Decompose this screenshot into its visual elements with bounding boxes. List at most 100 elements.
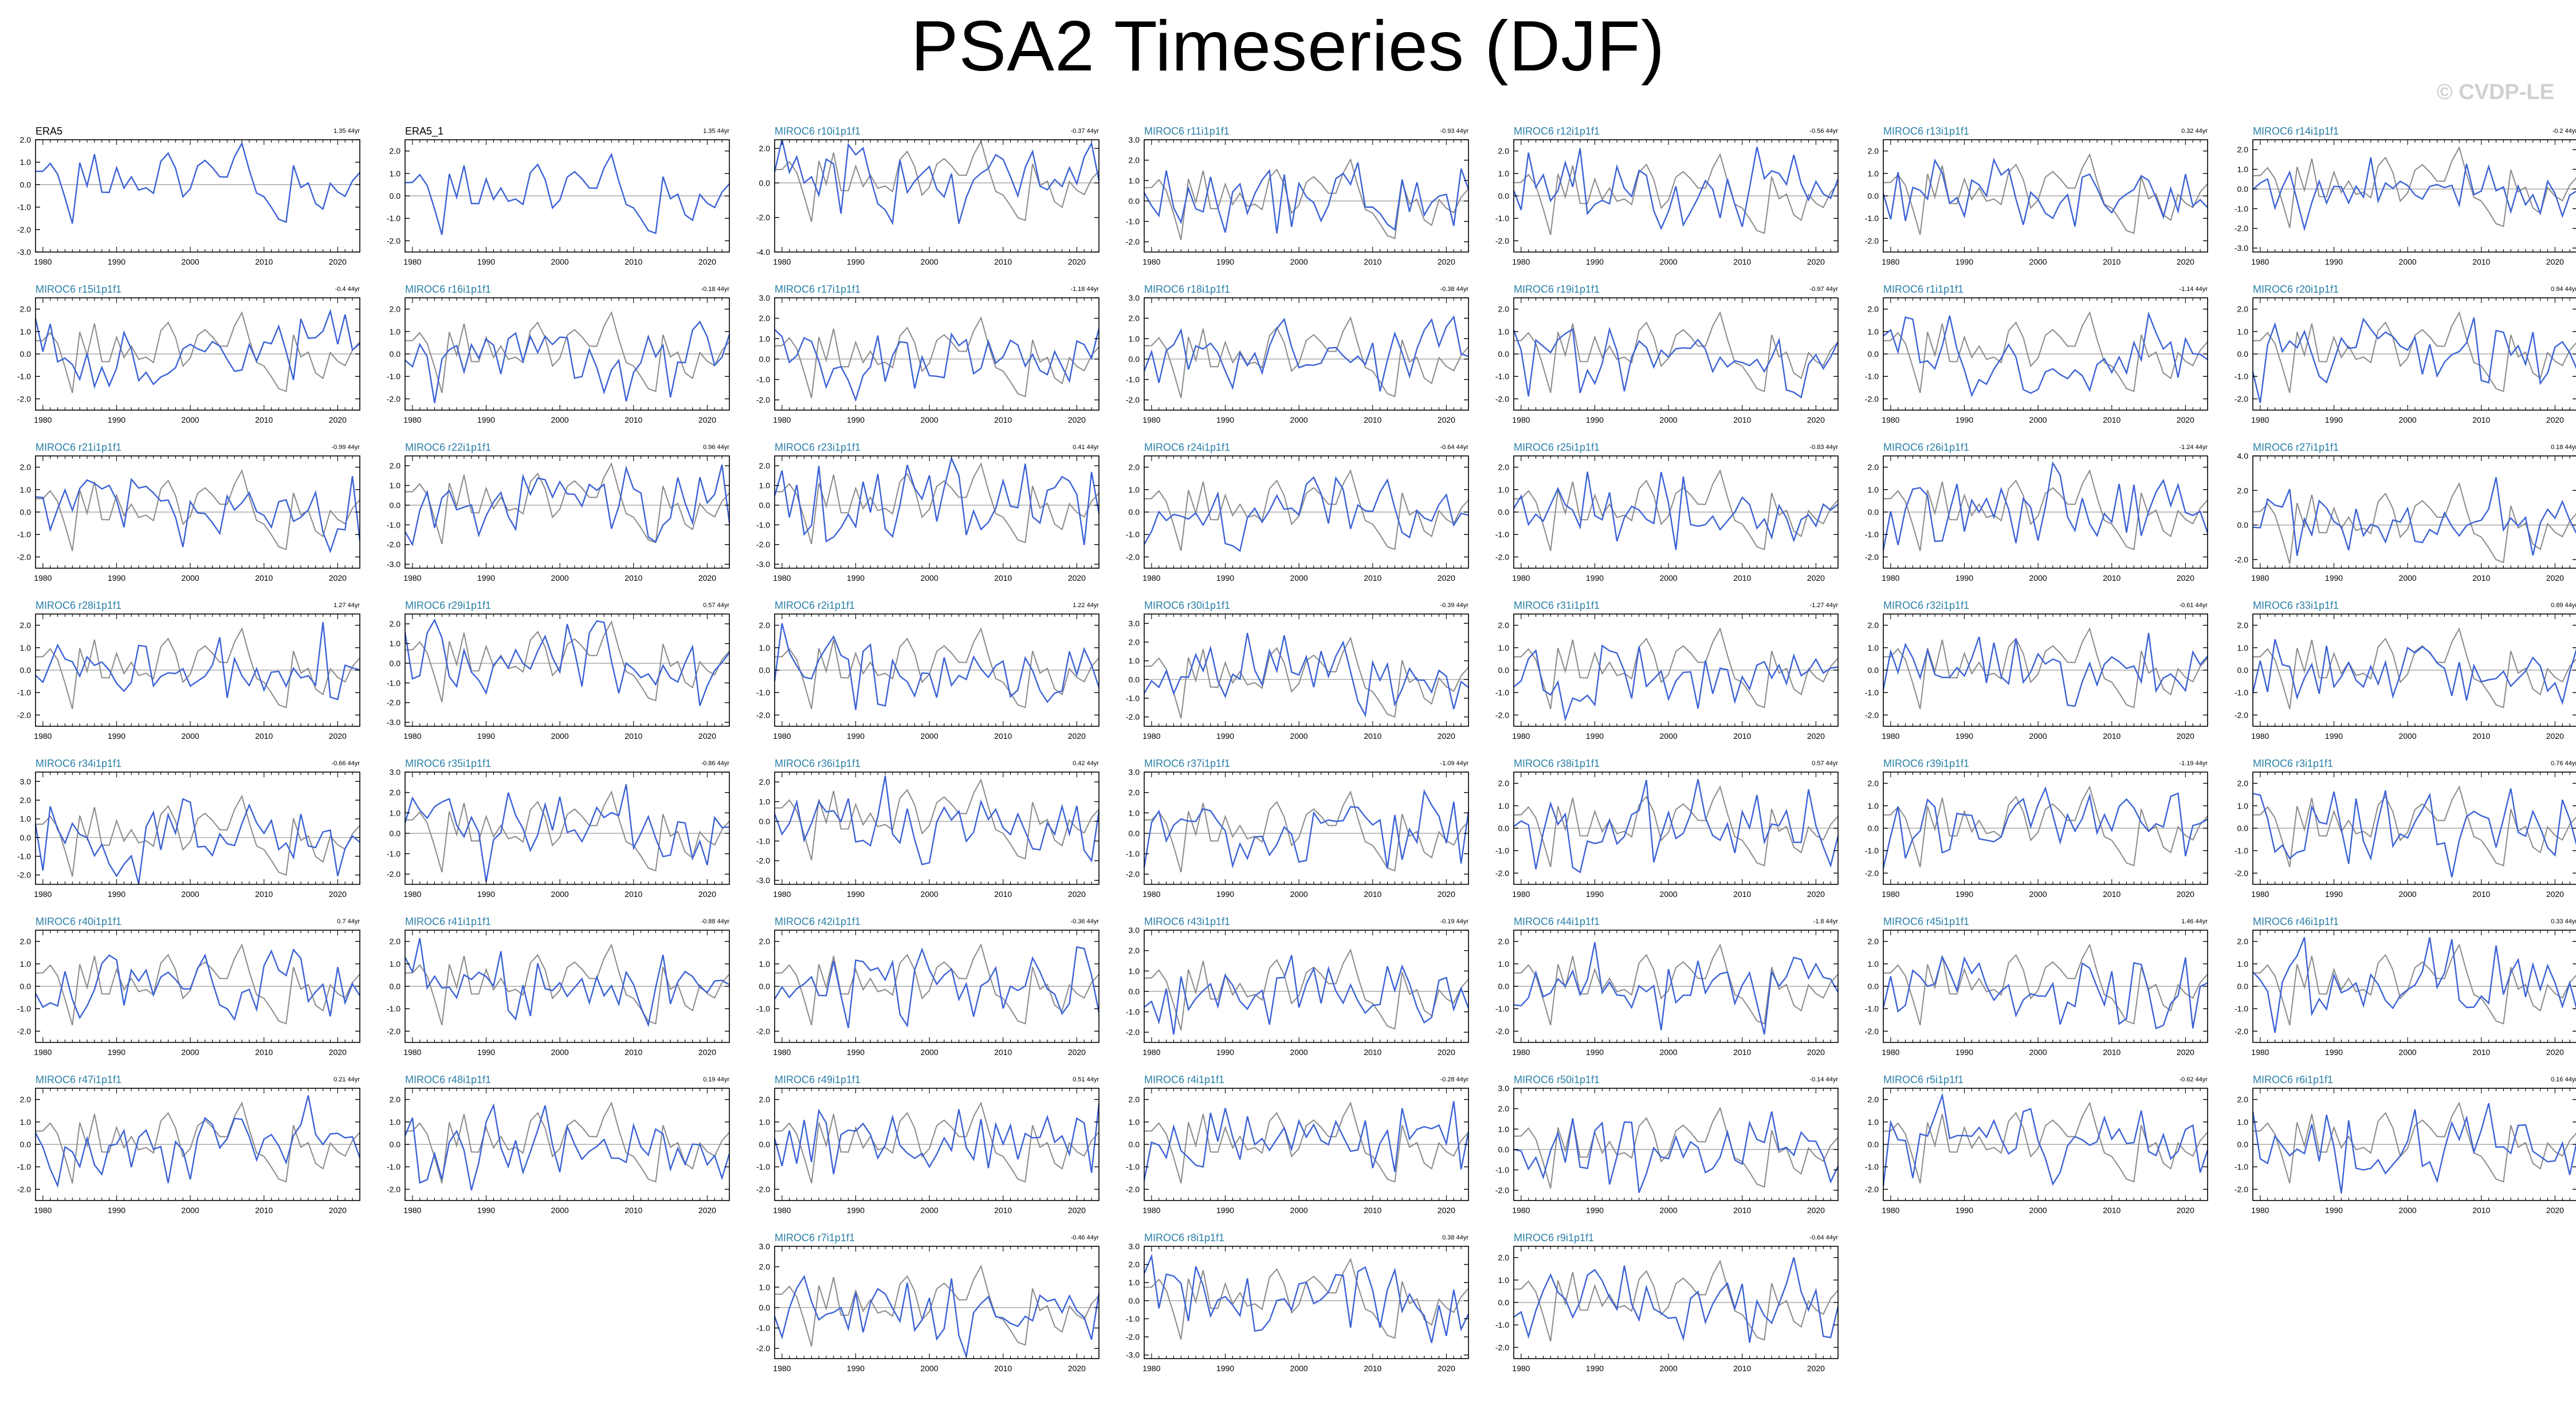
y-tick-label: 1.0 [390,808,401,817]
trend-label: -0.61 44yr [2179,602,2208,609]
trend-label: -0.36 44yr [1070,918,1099,925]
x-tick-label: 1990 [2325,415,2343,424]
series-line [404,938,730,1028]
timeseries-panel: MIROC6 r39i1p1f1 -1.19 44yr -2.0 -1.0 0.0 1.0… [1848,757,2209,916]
series-line [1882,633,2208,707]
obs-series-line [405,462,730,545]
timeseries-panel: ERA5 1.35 44yr -3.0 -2.0 -1.0 0.0 1.0 2.0 1980 19… [0,125,361,284]
x-tick-label: 1980 [1882,890,1899,899]
trend-label: -1.8 44yr [1813,918,1838,925]
timeseries-panel: MIROC6 r32i1p1f1 -0.61 44yr -2.0 -1.0 0.0 1.0… [1848,599,2209,758]
series-line [1143,476,1469,552]
x-tick-label: 2010 [2103,890,2121,899]
y-tick-label: 0.0 [1868,666,1879,675]
timeseries-panel: MIROC6 r12i1p1f1 -0.56 44yr -2.0 -1.0 0.0 1.0… [1478,125,1839,284]
y-tick-label: -3.0 [756,560,770,569]
trend-label: -0.38 44yr [1440,286,1468,293]
y-tick-label: 2.0 [2237,621,2249,630]
trend-label: -1.19 44yr [2179,760,2208,767]
y-tick-label: 2.0 [1498,621,1510,630]
series-line [1513,779,1839,873]
panel-title: MIROC6 r32i1p1f1 [1883,600,1970,611]
series-line [1513,471,1839,550]
y-tick-label: 2.0 [1868,147,1879,156]
x-tick-label: 1990 [2325,257,2343,266]
timeseries-panel: MIROC6 r45i1p1f1 1.46 44yr -2.0 -1.0 0.0 1.0 2… [1848,915,2209,1075]
x-tick-label: 2020 [1807,731,1825,741]
y-tick-label: -1.0 [756,520,770,529]
trend-label: 1.27 44yr [333,602,360,609]
y-tick-label: -2.0 [1865,236,1879,245]
y-tick-label: 2.0 [2237,779,2249,788]
x-tick-label: 1980 [773,890,791,899]
y-tick-label: -1.0 [2235,204,2248,213]
x-tick-label: 1990 [477,573,495,583]
y-tick-label: 4.0 [2237,451,2249,461]
panel-title: MIROC6 r21i1p1f1 [36,442,122,453]
timeseries-panel: MIROC6 r40i1p1f1 0.7 44yr -2.0 -1.0 0.0 1.0 2.… [0,915,361,1075]
x-tick-label: 2020 [1068,1048,1086,1057]
y-tick-label: -1.0 [1495,688,1509,697]
x-tick-label: 1980 [773,731,791,741]
trend-label: -1.27 44yr [1809,602,1838,609]
y-tick-label: 1.0 [20,485,32,494]
y-tick-label: 0.0 [20,833,32,842]
series-line [1882,955,2208,1030]
plot-frame [2252,139,2576,253]
y-tick-label: 2.0 [20,305,32,314]
x-tick-label: 2020 [1068,257,1086,266]
y-tick-label: 0.0 [20,982,32,991]
x-tick-label: 1990 [1216,1048,1234,1057]
obs-series-line [1883,785,2208,868]
y-tick-label: -2.0 [756,856,770,865]
y-tick-label: 1.0 [1498,801,1510,810]
timeseries-panel: MIROC6 r13i1p1f1 0.32 44yr -2.0 -1.0 0.0 1.0 2… [1848,125,2209,284]
y-tick-label: -2.0 [756,540,770,549]
x-tick-label: 2020 [2177,890,2194,899]
y-tick-label: 2.0 [1129,463,1140,472]
x-tick-label: 1990 [477,257,495,266]
series-line [35,141,360,224]
timeseries-plot: -2.0 -1.0 0.0 1.0 2.0 3.0 1980 1990 2000 2010 2020 [17,772,360,899]
panel-title: MIROC6 r30i1p1f1 [1144,600,1231,611]
panel-title: MIROC6 r2i1p1f1 [775,600,855,611]
trend-label: 0.33 44yr [2551,918,2576,925]
x-tick-label: 2020 [1807,415,1825,424]
timeseries-panel: MIROC6 r26i1p1f1 -1.24 44yr -2.0 -1.0 0.0 1.0… [1848,441,2209,600]
y-tick-label: -2.0 [1495,710,1509,719]
timeseries-panel: MIROC6 r25i1p1f1 -0.83 44yr -2.0 -1.0 0.0 1.0… [1478,441,1839,600]
panel-title: MIROC6 r47i1p1f1 [36,1074,122,1085]
y-tick-label: 2.0 [20,463,32,472]
panel-title: MIROC6 r25i1p1f1 [1514,442,1600,453]
y-tick-label: 1.0 [1498,327,1510,336]
x-tick-label: 1990 [1216,731,1234,741]
y-tick-label: -1.0 [17,852,31,861]
x-tick-label: 1980 [403,415,421,424]
x-tick-label: 1980 [34,415,52,424]
timeseries-panel: MIROC6 r47i1p1f1 0.21 44yr -2.0 -1.0 0.0 1.0 2… [0,1073,361,1233]
timeseries-panel: MIROC6 r43i1p1f1 -0.19 44yr -2.0 -1.0 0.0 1.0… [1109,915,1470,1075]
x-tick-label: 1990 [1216,257,1234,266]
x-tick-label: 1980 [1882,415,1899,424]
y-tick-label: -2.0 [387,394,400,403]
x-tick-label: 2020 [698,890,716,899]
x-tick-label: 1980 [1882,1048,1899,1057]
x-tick-label: 1990 [1955,573,1973,583]
obs-series-line [2252,627,2576,710]
obs-series-line [1144,948,1469,1031]
y-tick-label: 2.0 [759,144,771,153]
y-tick-label: -1.0 [1495,1004,1509,1013]
x-tick-label: 2010 [2103,1048,2121,1057]
obs-series-line [35,311,360,393]
x-tick-label: 2010 [625,415,642,424]
y-tick-label: 0.0 [390,191,401,200]
y-tick-label: -1.0 [1126,849,1140,859]
x-tick-label: 2020 [1438,573,1455,583]
y-tick-label: -2.0 [17,871,31,880]
y-tick-label: -1.0 [756,1004,770,1013]
